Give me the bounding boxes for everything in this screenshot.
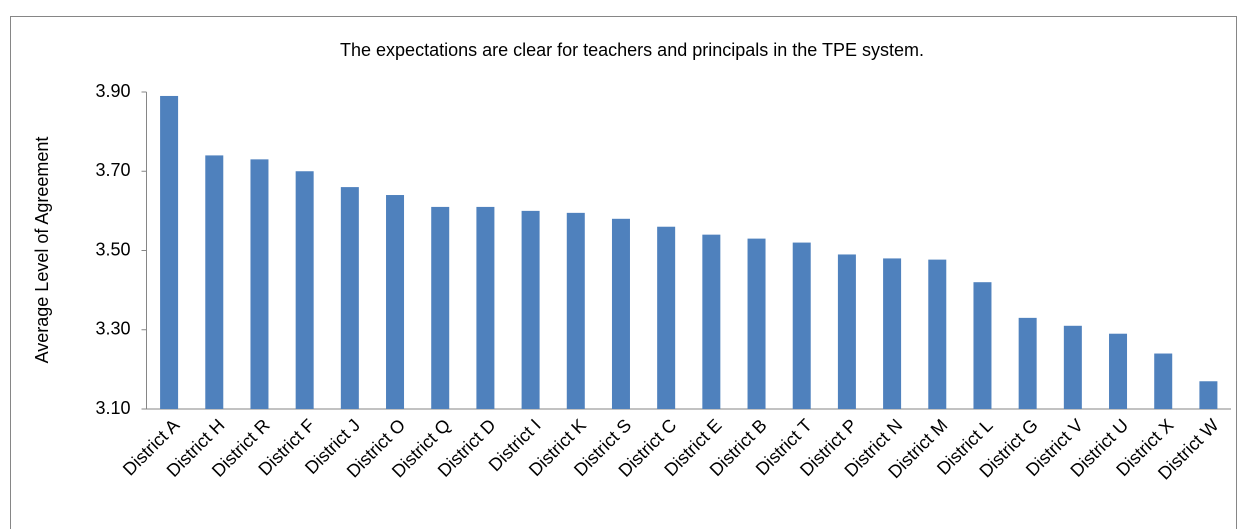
bar (883, 258, 902, 409)
y-axis-label: Average Level of Agreement (32, 137, 52, 364)
bar (928, 259, 947, 409)
bar (160, 95, 179, 410)
bar (747, 238, 766, 409)
bar (1199, 381, 1218, 409)
bar (702, 234, 721, 409)
bar (973, 282, 992, 409)
bar (386, 195, 405, 409)
y-tick-label: 3.50 (95, 239, 130, 259)
bar (611, 218, 630, 409)
bar (1154, 353, 1173, 409)
y-tick-label: 3.30 (95, 319, 130, 339)
bar (792, 242, 811, 409)
bar (340, 187, 359, 409)
y-tick-label: 3.10 (95, 398, 130, 418)
chart-frame (10, 16, 1237, 529)
bar (1063, 325, 1082, 409)
bar (1018, 317, 1037, 409)
bar (837, 254, 856, 409)
bar (250, 159, 269, 409)
bar (1109, 333, 1128, 409)
bar (476, 206, 495, 409)
chart-title: The expectations are clear for teachers … (340, 40, 924, 60)
bar (295, 171, 314, 409)
bar (657, 226, 676, 409)
bar (205, 155, 224, 409)
y-tick-label: 3.70 (95, 160, 130, 180)
bar (521, 210, 540, 409)
bar (431, 206, 450, 409)
y-tick-label: 3.90 (95, 81, 130, 101)
bar (566, 212, 585, 409)
